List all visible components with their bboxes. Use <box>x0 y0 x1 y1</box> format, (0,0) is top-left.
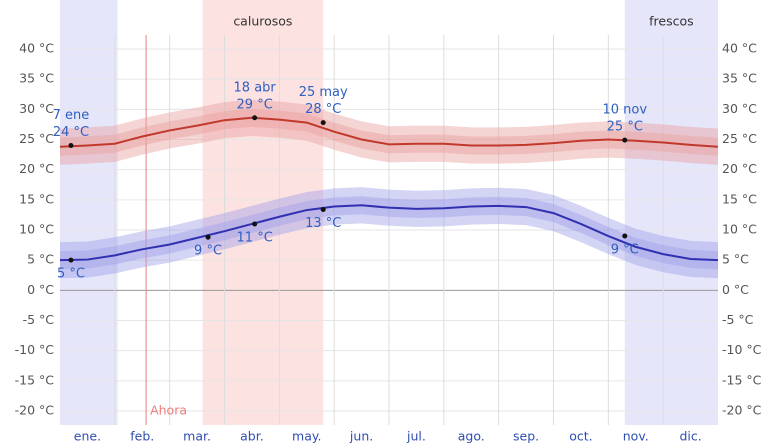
annotation-label: 25 °C <box>607 120 643 135</box>
x-tick-label: sep. <box>513 429 539 444</box>
y-tick-label-right: -15 °C <box>722 372 762 387</box>
y-tick-label-right: 0 °C <box>722 282 749 297</box>
y-tick-label-right: -5 °C <box>722 312 754 327</box>
y-tick-label: -20 °C <box>15 403 55 418</box>
annotation-point <box>252 221 258 227</box>
y-tick-label: -10 °C <box>15 342 55 357</box>
x-tick-label: feb. <box>130 429 154 444</box>
line <box>59 116 719 148</box>
x-tick-label: mar. <box>183 429 211 444</box>
y-tick-label: 25 °C <box>19 131 54 146</box>
y-tick-label-right: 35 °C <box>722 71 757 86</box>
annotation-point <box>320 206 326 212</box>
region-label: calurosos <box>233 14 292 29</box>
annotation-date: 18 abr <box>234 80 277 95</box>
region <box>624 0 718 425</box>
x-tick-label: dic. <box>679 429 701 444</box>
annotation-date: 25 may <box>299 85 348 100</box>
y-tick-label-right: 25 °C <box>722 131 757 146</box>
annotation-point <box>622 233 628 239</box>
annotation-date: 10 nov <box>603 103 648 118</box>
y-tick-label: 15 °C <box>19 191 54 206</box>
x-tick-label: abr. <box>240 429 264 444</box>
now-label: Ahora <box>150 403 187 418</box>
x-tick-label: ago. <box>458 429 485 444</box>
y-tick-label: 20 °C <box>19 161 54 176</box>
annotation-label: 9 °C <box>611 243 639 258</box>
annotation-point <box>68 257 74 263</box>
y-tick-label: 0 °C <box>27 282 54 297</box>
y-tick-label-right: -10 °C <box>722 342 762 357</box>
y-tick-label: 40 °C <box>19 41 54 56</box>
y-tick-label: 30 °C <box>19 101 54 116</box>
x-tick-label: nov. <box>623 429 649 444</box>
region <box>60 0 118 425</box>
y-tick-label: 10 °C <box>19 222 54 237</box>
band <box>60 99 718 165</box>
x-tick-label: jun. <box>349 429 373 444</box>
y-tick-label-right: 40 °C <box>722 41 757 56</box>
annotation-label: 28 °C <box>305 102 341 117</box>
annotation-label: 11 °C <box>237 230 273 245</box>
y-tick-label: -5 °C <box>23 312 55 327</box>
y-tick-label: -15 °C <box>15 372 55 387</box>
region-label: frescos <box>649 14 694 29</box>
annotation-date: 7 ene <box>53 108 90 123</box>
annotation-point <box>252 115 258 121</box>
annotation-label: 13 °C <box>305 216 341 231</box>
y-tick-label-right: 5 °C <box>722 252 749 267</box>
y-tick-label-right: 20 °C <box>722 161 757 176</box>
x-tick-label: may. <box>292 429 321 444</box>
annotation-label: 24 °C <box>53 125 89 140</box>
annotation-point <box>205 234 211 240</box>
y-tick-label: 35 °C <box>19 71 54 86</box>
band <box>60 196 718 270</box>
annotation-point <box>68 143 74 149</box>
y-tick-label-right: -20 °C <box>722 403 762 418</box>
band <box>60 187 718 279</box>
line <box>59 204 719 262</box>
region <box>202 0 324 425</box>
annotation-label: 29 °C <box>237 97 273 112</box>
annotation-point <box>622 137 628 143</box>
x-tick-label: jul. <box>406 429 426 444</box>
annotation-point <box>320 120 326 126</box>
annotation-label: 9 °C <box>194 244 222 259</box>
x-tick-label: oct. <box>569 429 592 444</box>
y-tick-label-right: 15 °C <box>722 191 757 206</box>
annotation-label: 5 °C <box>57 267 85 282</box>
y-tick-label-right: 10 °C <box>722 222 757 237</box>
y-tick-label: 5 °C <box>27 252 54 267</box>
y-tick-label-right: 30 °C <box>722 101 757 116</box>
x-tick-label: ene. <box>74 429 101 444</box>
